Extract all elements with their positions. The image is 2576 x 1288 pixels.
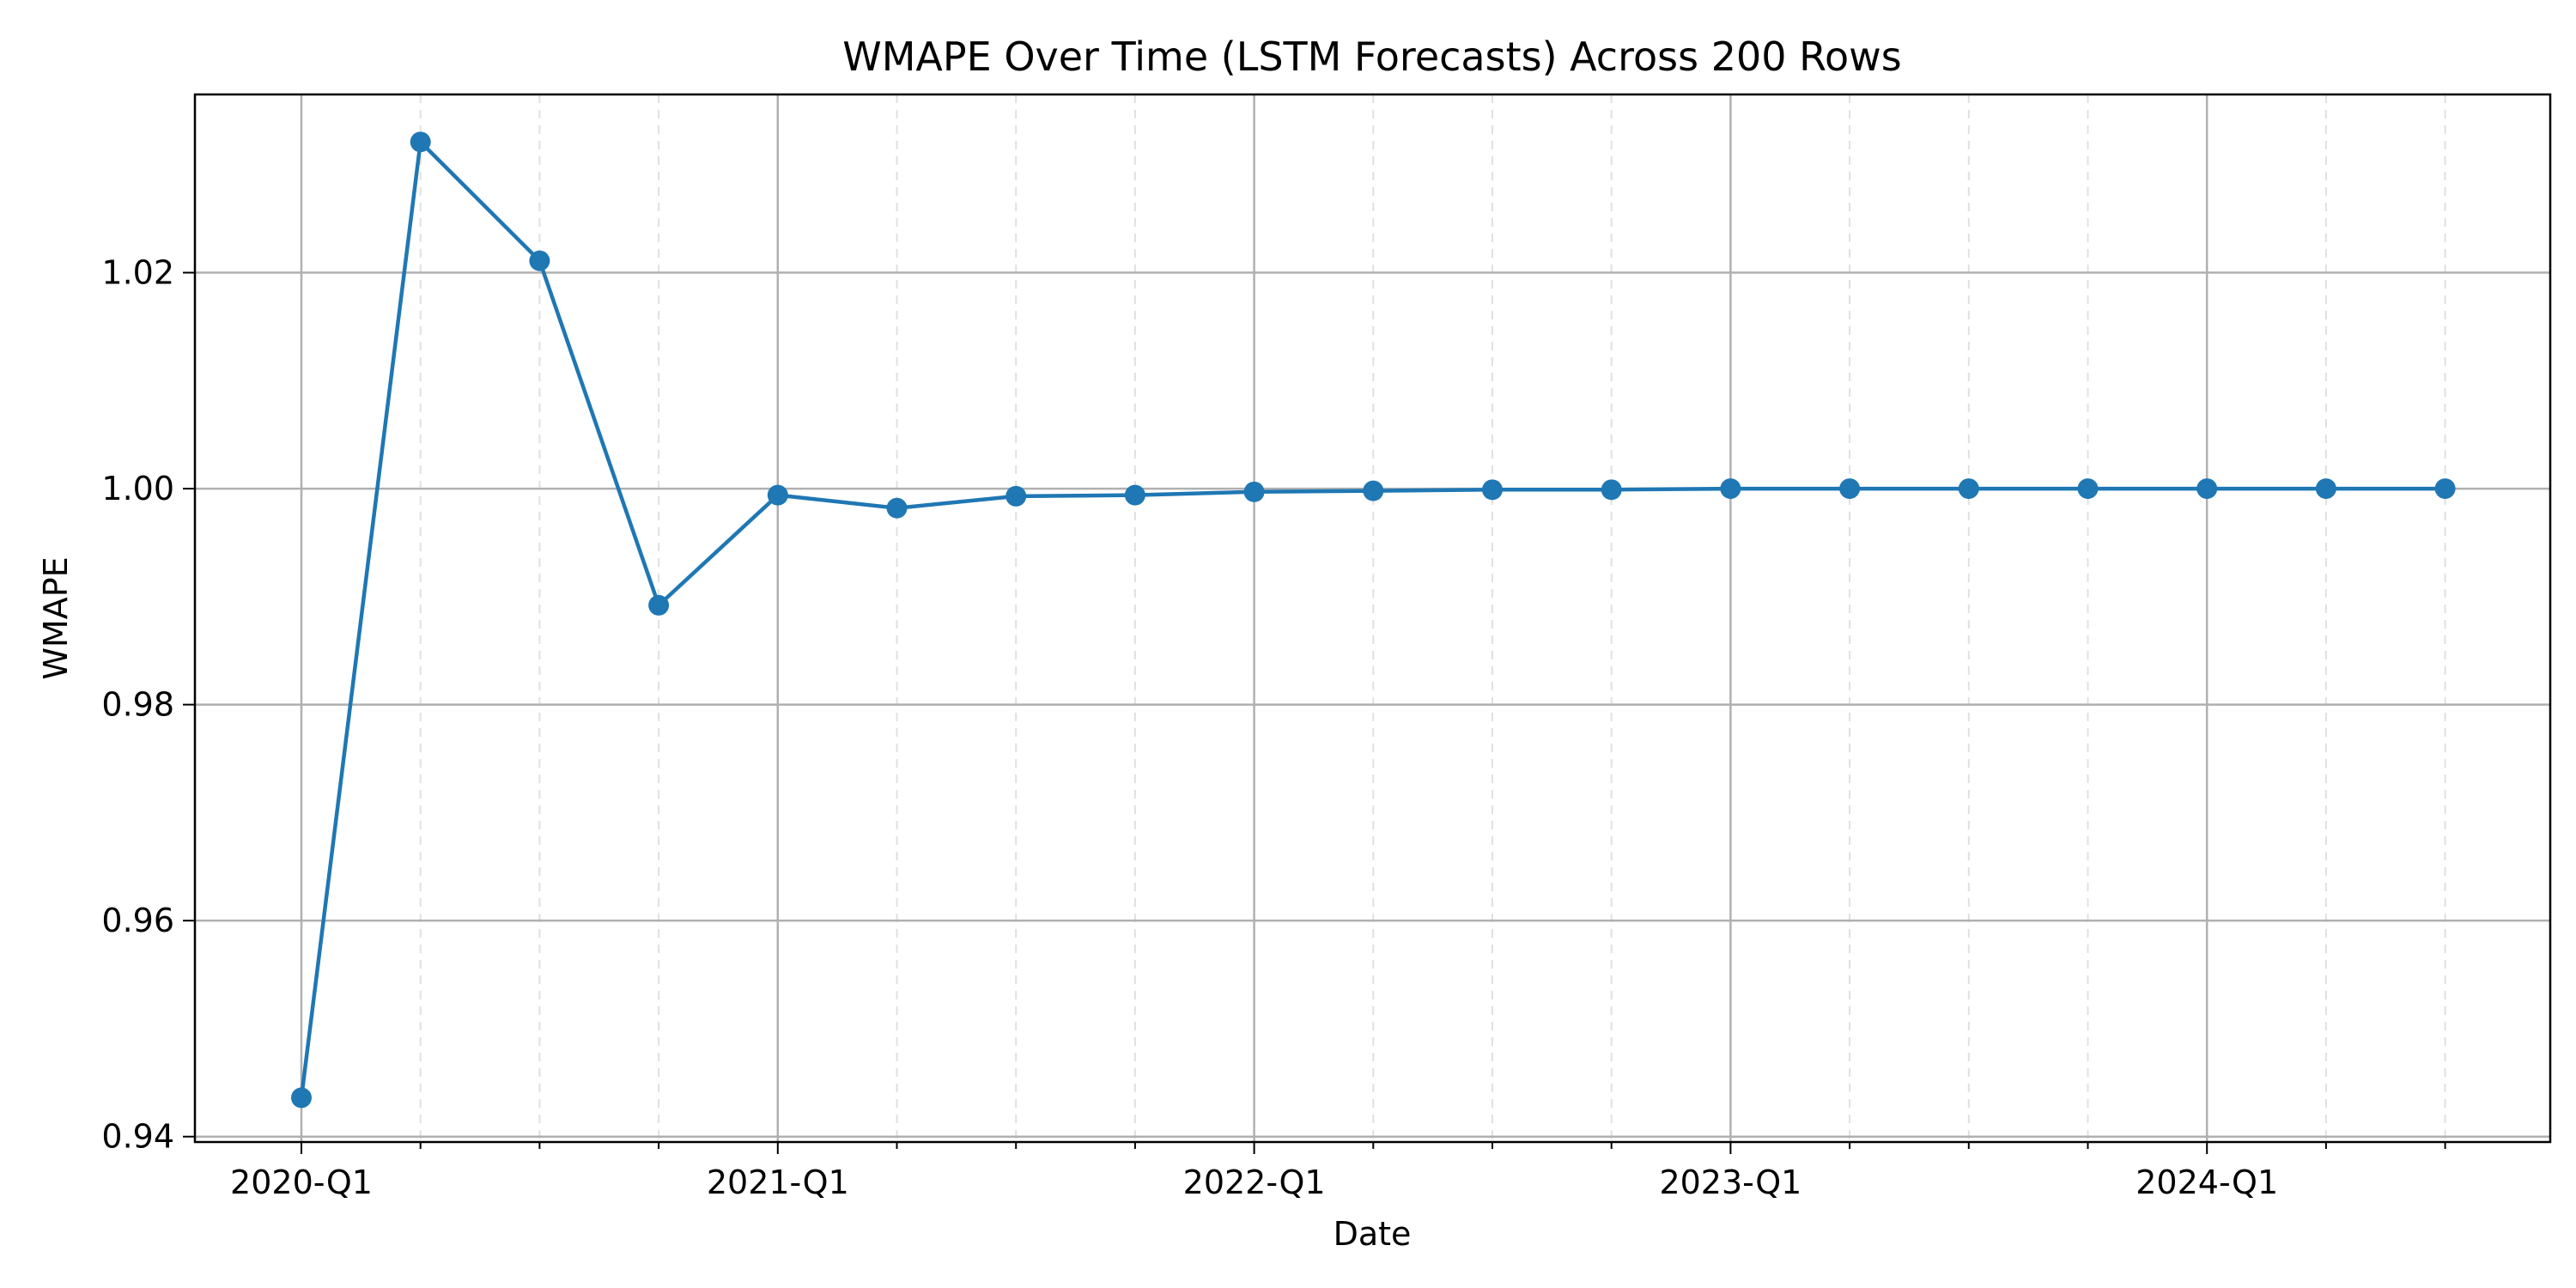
y-tick-label: 1.02: [101, 254, 174, 292]
y-tick-label: 1.00: [101, 470, 174, 507]
y-tick-label: 0.96: [101, 902, 174, 939]
data-point: [291, 1087, 312, 1109]
data-point: [1243, 481, 1265, 502]
data-point: [2196, 478, 2218, 500]
data-point: [529, 250, 550, 271]
ticks: 0.94 0.96 0.98 1.00 1.02 2020-Q1 2021-Q1 2022-Q…: [101, 254, 2446, 1201]
data-point: [1839, 478, 1861, 500]
x-axis-label: Date: [1334, 1215, 1412, 1253]
x-tick-label: 2020-Q1: [230, 1163, 373, 1201]
y-axis-label: WMAPE: [37, 556, 75, 679]
x-tick-label: 2021-Q1: [707, 1163, 849, 1201]
data-point: [1958, 478, 1979, 500]
data-point: [2315, 478, 2336, 500]
data-point: [410, 131, 431, 153]
y-tick-label: 0.98: [101, 686, 174, 724]
data-point: [2434, 478, 2456, 500]
data-point: [886, 497, 908, 519]
y-tick-label: 0.94: [101, 1118, 174, 1156]
data-point: [1363, 480, 1384, 501]
data-point: [648, 594, 670, 616]
x-tick-label: 2022-Q1: [1183, 1163, 1326, 1201]
x-tick-label: 2024-Q1: [2136, 1163, 2278, 1201]
data-point: [767, 484, 788, 506]
data-point: [1482, 479, 1503, 501]
chart-title: WMAPE Over Time (LSTM Forecasts) Across …: [842, 33, 1902, 80]
data-point: [1601, 479, 1622, 501]
data-point: [1005, 485, 1027, 507]
x-tick-label: 2023-Q1: [1659, 1163, 1801, 1201]
data-point: [1720, 478, 1741, 500]
data-point: [2077, 478, 2099, 500]
series-layer: [291, 131, 2456, 1109]
data-point: [1124, 484, 1145, 506]
